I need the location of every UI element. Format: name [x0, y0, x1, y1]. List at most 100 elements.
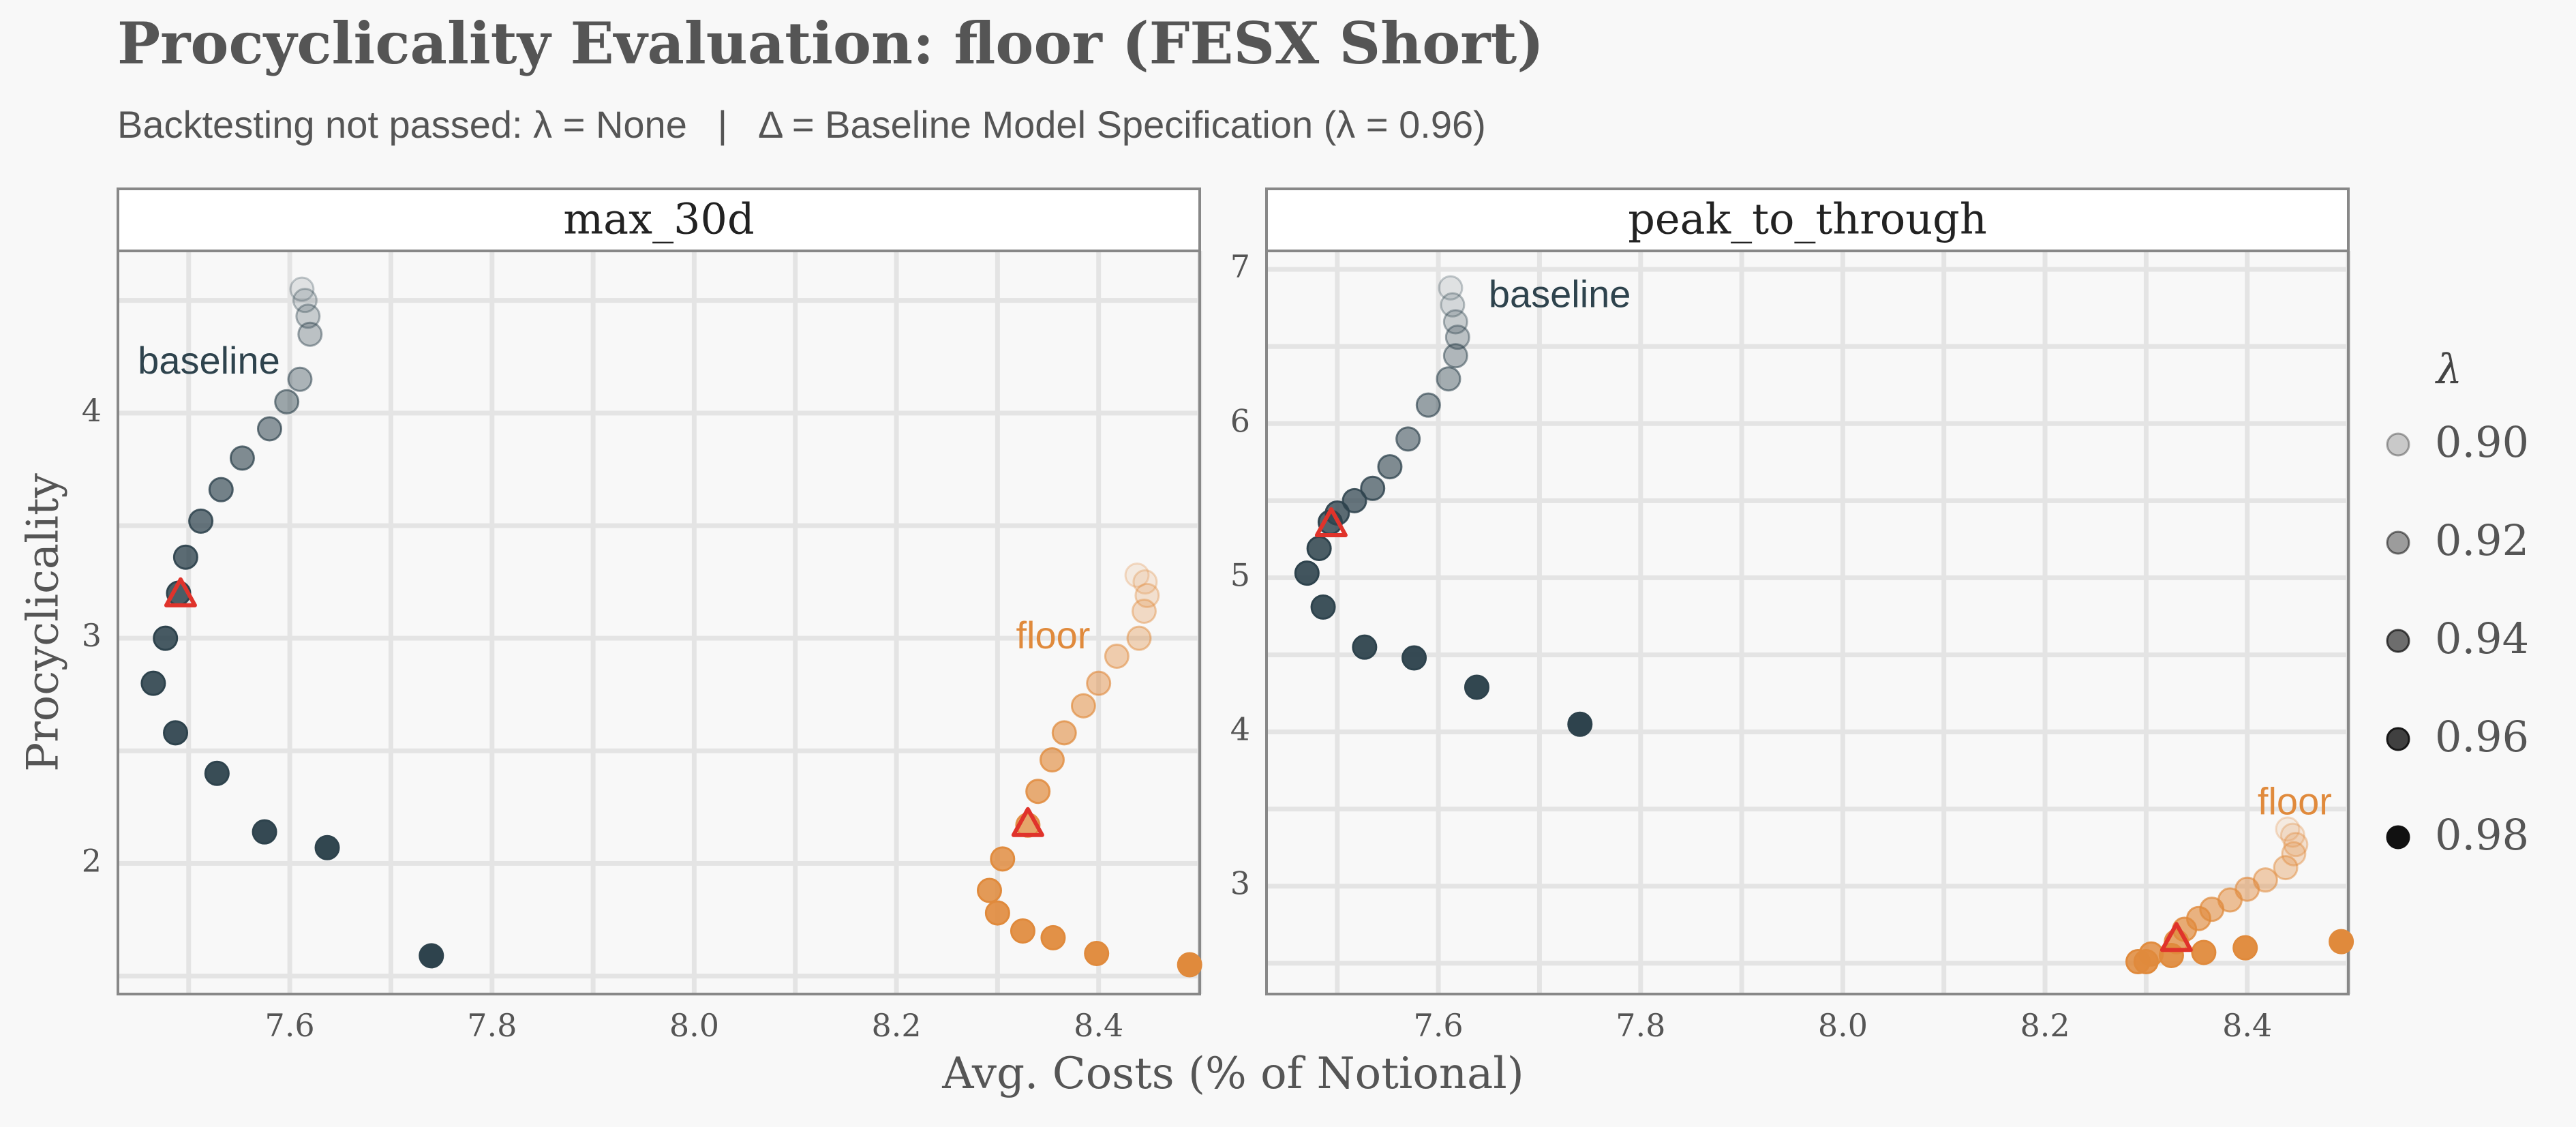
data-point [1395, 426, 1421, 452]
data-point [1310, 594, 1336, 620]
series-floor: floor [976, 562, 1202, 978]
data-point [252, 819, 277, 845]
legend: λ 0.90 0.92 0.94 0.96 0.98 [2386, 346, 2529, 860]
x-tick-label: 7.8 [1616, 1007, 1665, 1044]
x-tick-label: 8.0 [1818, 1007, 1868, 1044]
data-point [1352, 634, 1378, 660]
baseline-spec-triangle [2160, 922, 2193, 952]
data-point [1438, 275, 1464, 301]
x-axis-title: Avg. Costs (% of Notional) [941, 1049, 1524, 1099]
baseline-spec-triangle [164, 577, 197, 607]
data-point [163, 720, 189, 746]
series-label-floor: floor [1016, 614, 1090, 657]
y-tick-label: 2 [82, 842, 102, 879]
data-point [419, 943, 444, 969]
baseline-spec-triangle [1314, 507, 1348, 537]
data-point [229, 445, 255, 471]
series-baseline: baseline [138, 276, 444, 969]
y-tick-label: 3 [82, 617, 102, 654]
data-point [1177, 952, 1202, 978]
strip-box [1265, 187, 2350, 252]
data-point [1436, 366, 1461, 392]
legend-label: 0.94 [2435, 614, 2529, 663]
data-point [2283, 832, 2309, 858]
series-label-baseline: baseline [1489, 273, 1631, 316]
subtitle-backtesting: Backtesting not passed: λ = None [117, 103, 687, 146]
subtitle-baseline-spec: Δ = Baseline Model Specification (λ = 0.… [757, 103, 1486, 146]
legend-key [2386, 727, 2410, 751]
x-tick-label: 8.2 [2020, 1007, 2070, 1044]
data-point [1567, 711, 1593, 737]
data-point [1444, 325, 1470, 350]
data-point [292, 288, 318, 314]
data-point [1025, 779, 1051, 805]
y-tick-label: 5 [1230, 556, 1250, 593]
legend-key [2386, 432, 2410, 457]
chart-subtitle: Backtesting not passed: λ = None | Δ = Bas… [117, 102, 1486, 147]
data-point [1294, 560, 1320, 586]
x-tick-label: 8.0 [669, 1007, 719, 1044]
data-point [1039, 747, 1065, 772]
legend-label: 0.92 [2435, 515, 2529, 565]
data-point [1442, 343, 1468, 369]
x-tick-label: 8.4 [1074, 1007, 1123, 1044]
y-tick-label: 6 [1230, 402, 1250, 439]
chart-title: Procyclicality Evaluation: floor (FESX S… [117, 10, 1545, 77]
legend-label: 0.96 [2435, 712, 2529, 762]
data-point [1464, 674, 1490, 700]
data-point [1401, 645, 1427, 671]
strip-label: max_30d [563, 194, 754, 244]
data-point [2329, 929, 2354, 955]
data-point [2279, 822, 2305, 848]
y-tick-label: 7 [1230, 248, 1250, 285]
plot-background [118, 251, 1200, 994]
series-label-baseline: baseline [138, 339, 280, 382]
data-point [1442, 309, 1468, 335]
legend-key [2386, 629, 2410, 653]
data-point [1070, 693, 1096, 719]
series-floor: floor [2125, 780, 2354, 975]
legend-label: 0.98 [2435, 810, 2529, 860]
panel-peak-to-through: peak_to_through 7.6 7.8 8.0 8.2 8.4 3 4 5 6 7 basel… [1230, 187, 2354, 1044]
subtitle-separator: | [717, 103, 728, 146]
y-axis-title: Procyclicality [18, 473, 69, 772]
data-point [1377, 454, 1403, 480]
data-point [295, 303, 321, 329]
x-tick-label: 7.8 [467, 1007, 517, 1044]
data-point [1126, 625, 1152, 651]
data-point [1051, 720, 1077, 746]
data-point [2232, 935, 2258, 961]
legend-label: 0.90 [2435, 417, 2529, 467]
data-point [1342, 487, 1367, 513]
plot-background [1267, 251, 2348, 994]
data-point [2273, 855, 2299, 881]
data-point [208, 477, 234, 502]
data-point [990, 846, 1016, 872]
data-point [297, 321, 323, 347]
data-point [2133, 949, 2159, 975]
x-tick-label: 8.2 [871, 1007, 921, 1044]
plot-border [117, 250, 1201, 995]
legend-key [2386, 530, 2410, 555]
data-point [1440, 292, 1466, 318]
strip-box [117, 187, 1201, 252]
data-point [289, 276, 315, 302]
series-baseline: baseline [1294, 273, 1631, 737]
data-point [1415, 392, 1441, 418]
data-point [1306, 535, 1332, 561]
data-point [314, 835, 340, 860]
data-point [287, 366, 313, 392]
data-point [204, 760, 230, 786]
data-point [1086, 670, 1112, 696]
data-point [172, 544, 198, 570]
x-tick-label: 7.6 [265, 1007, 315, 1044]
data-point [976, 877, 1002, 903]
data-point [140, 670, 166, 696]
data-point [1104, 644, 1130, 670]
legend-title: λ [2435, 346, 2462, 393]
x-tick-label: 8.4 [2222, 1007, 2272, 1044]
plot-border [1265, 250, 2350, 995]
data-point [153, 625, 179, 651]
data-point [1134, 582, 1160, 608]
